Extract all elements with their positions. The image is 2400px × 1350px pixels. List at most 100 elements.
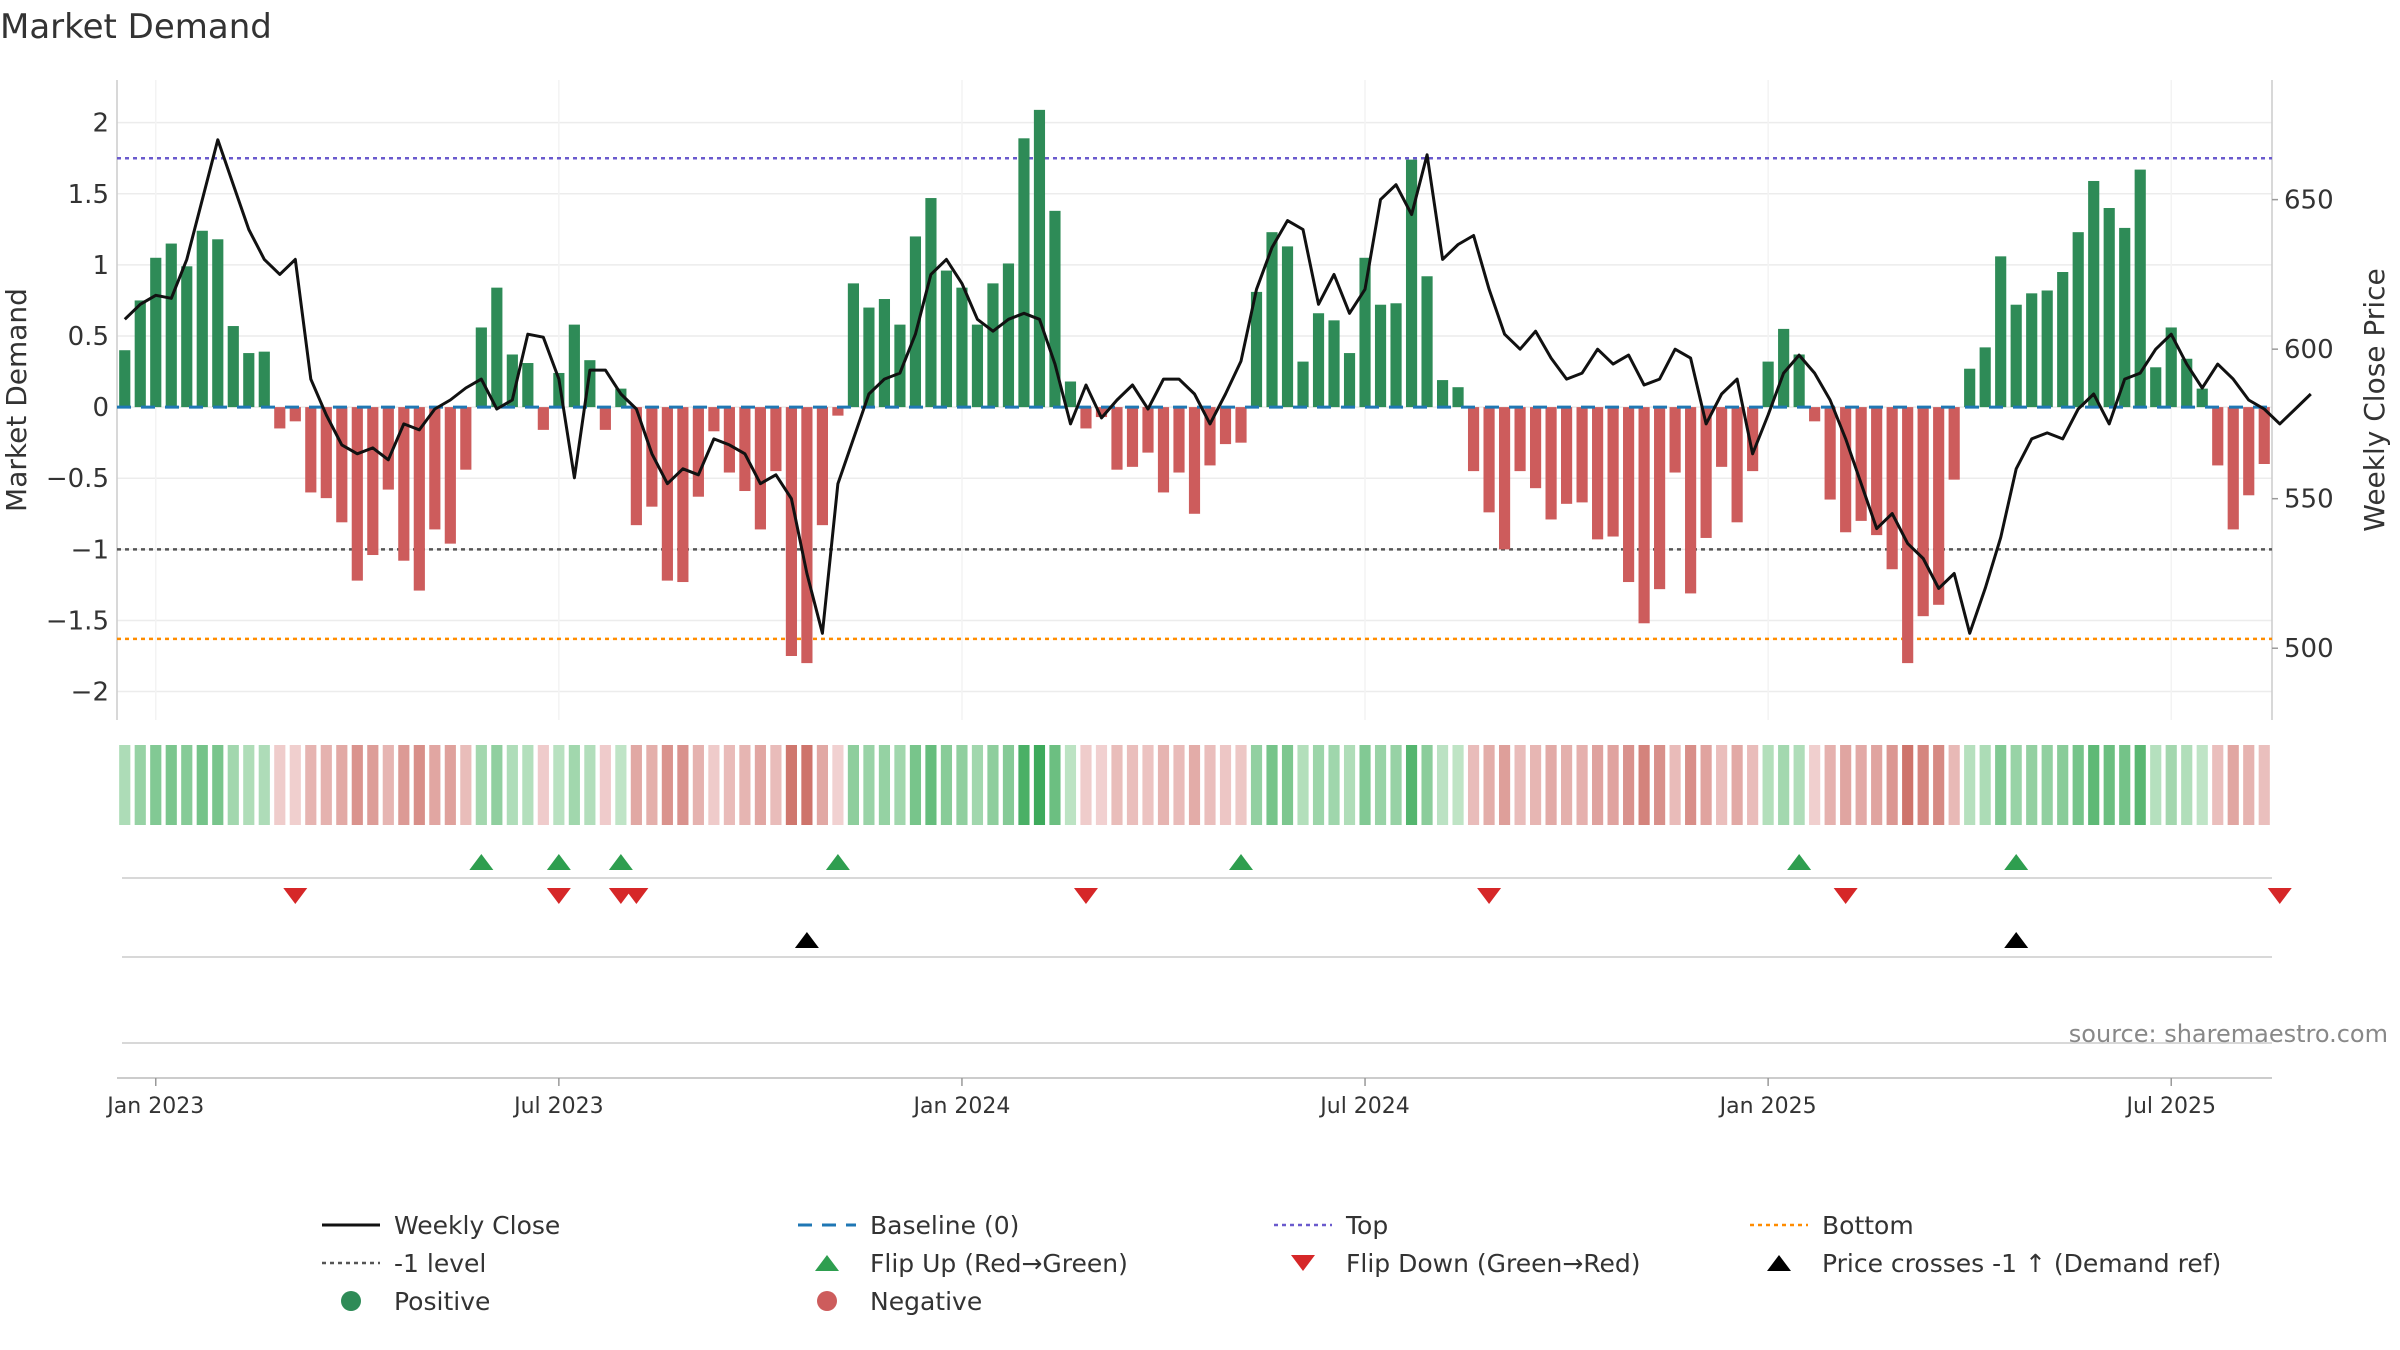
demand-bar — [956, 287, 968, 408]
demand-bar — [1607, 407, 1619, 537]
heat-cell — [1576, 745, 1588, 825]
source-label: source: sharemaestro.com — [2069, 1020, 2388, 1048]
demand-bar — [1514, 407, 1526, 472]
demand-bar — [677, 407, 689, 583]
heat-cell — [460, 745, 472, 825]
heat-cell — [1080, 745, 1092, 825]
demand-bar — [1219, 407, 1232, 445]
heat-cell — [1638, 745, 1650, 825]
heat-cell — [119, 745, 131, 825]
demand-bar — [1142, 407, 1154, 453]
weekly-close-polyline — [123, 138, 2312, 635]
demand-bar — [2010, 304, 2022, 408]
demand-bar — [1979, 347, 1991, 408]
demand-bar — [1312, 313, 1325, 408]
y-tick-label: 1 — [92, 251, 109, 281]
heat-cell — [630, 745, 642, 825]
demand-bar — [1250, 291, 1263, 408]
demand-bar — [212, 239, 224, 408]
demand-bar — [2057, 272, 2069, 408]
heat-cell — [1173, 745, 1185, 825]
heat-cell — [444, 745, 456, 825]
demand-bar — [894, 324, 906, 408]
demand-bar — [1374, 304, 1387, 408]
demand-bar — [351, 407, 363, 581]
heat-cell — [1607, 745, 1619, 825]
heat-cell — [2150, 745, 2162, 825]
heat-cell — [274, 745, 286, 825]
demand-bar — [863, 307, 875, 408]
x-tick-label: Jan 2024 — [911, 1094, 1010, 1119]
heat-cell — [1250, 745, 1263, 825]
demand-bar — [1731, 407, 1743, 523]
heat-cell — [336, 745, 348, 825]
heat-cell — [1498, 745, 1511, 825]
demand-bar — [2258, 407, 2270, 464]
demand-bar — [1669, 407, 1681, 473]
heat-cell — [661, 745, 673, 825]
flip-down-marker — [1073, 888, 1098, 904]
heat-cell — [1452, 745, 1464, 825]
heat-cell — [677, 745, 689, 825]
demand-bar — [630, 407, 642, 526]
heat-cell — [1421, 745, 1433, 825]
legend-label: Positive — [394, 1287, 490, 1316]
flip-down-marker — [1833, 888, 1858, 904]
demand-bar — [770, 407, 782, 472]
heat-cell — [1964, 745, 1976, 825]
y-tick-label: 0.5 — [68, 322, 109, 352]
demand-bar — [1049, 210, 1061, 408]
heat-cell — [584, 745, 596, 825]
legend-swatch — [815, 1255, 839, 1271]
demand-bar — [1436, 380, 1449, 408]
demand-bar — [1793, 354, 1805, 408]
demand-bar — [134, 300, 146, 408]
heat-cell — [2010, 745, 2022, 825]
flip-up-marker — [1229, 854, 1254, 870]
y-tick-label: −1.5 — [46, 606, 109, 636]
demand-bar — [196, 230, 208, 408]
heat-cell — [1142, 745, 1154, 825]
demand-bar — [1824, 407, 1836, 500]
y-axis-label: Market Demand — [0, 288, 33, 512]
demand-bar — [1483, 407, 1495, 513]
demand-bar — [522, 363, 534, 408]
heat-cell — [1111, 745, 1123, 825]
heat-cell — [1855, 745, 1867, 825]
flip-up-marker — [469, 854, 494, 870]
legend-label: -1 level — [394, 1249, 486, 1278]
heat-cell — [2243, 745, 2255, 825]
heat-cell — [1561, 745, 1573, 825]
heat-cell — [1328, 745, 1340, 825]
demand-bar — [1654, 407, 1666, 590]
demand-bar — [258, 351, 270, 408]
demand-bar — [2243, 407, 2255, 496]
heat-cell — [1343, 745, 1356, 825]
heat-cell — [1297, 745, 1309, 825]
heat-cell — [1731, 745, 1743, 825]
demand-bar — [1498, 407, 1511, 550]
legend-label: Bottom — [1822, 1211, 1914, 1240]
heat-cell — [2072, 745, 2084, 825]
signal-strips — [122, 854, 2292, 1044]
heat-cell — [1204, 745, 1216, 825]
heat-cell — [537, 745, 549, 825]
demand-bar — [274, 407, 286, 429]
heat-cell — [1840, 745, 1852, 825]
demand-bar — [909, 236, 922, 408]
heat-cell — [925, 745, 937, 825]
demand-bar — [971, 324, 984, 408]
legend-label: Top — [1345, 1211, 1388, 1240]
demand-bar — [584, 360, 596, 408]
demand-bar — [599, 407, 611, 430]
demand-bar — [1359, 257, 1371, 408]
demand-bar — [785, 407, 797, 656]
y2-axis-ticks: 650 600 550 500 — [2272, 186, 2334, 664]
heat-cell — [1902, 745, 1914, 825]
heat-cell — [2165, 745, 2177, 825]
legend-label: Weekly Close — [394, 1211, 560, 1240]
demand-bar — [1080, 407, 1092, 429]
heat-cell — [506, 745, 518, 825]
demand-bar — [150, 257, 162, 408]
